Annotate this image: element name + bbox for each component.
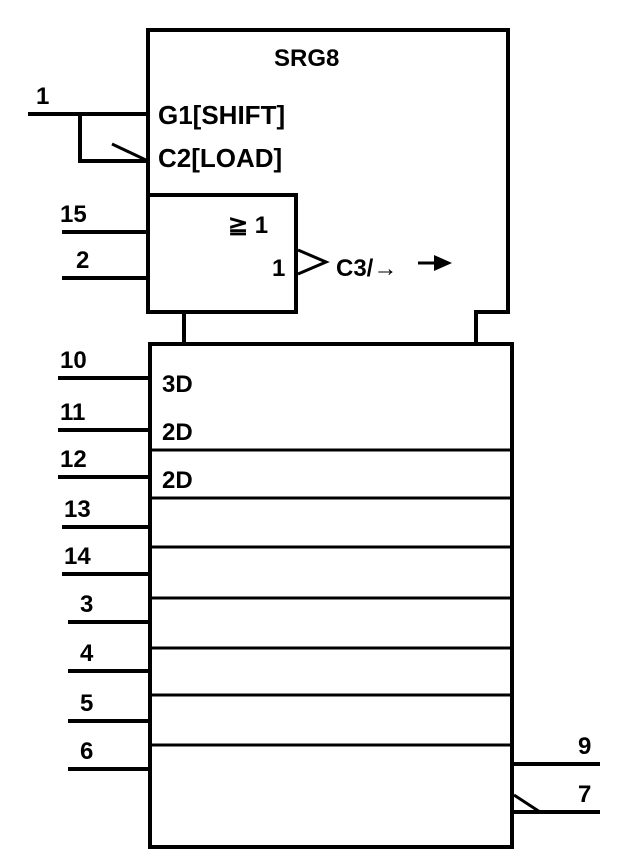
pin-4-number: 4 (80, 640, 94, 667)
or-output-dynamic-triangle (297, 248, 330, 276)
or-gate-box (146, 193, 298, 314)
pin-7-number: 7 (578, 781, 591, 808)
pin-1-number: 1 (36, 83, 49, 110)
pin-12-number: 12 (60, 446, 87, 473)
pin-14-number: 14 (64, 543, 91, 570)
control-block-outline (146, 28, 510, 346)
symbol-title: SRG8 (274, 45, 339, 72)
pin-5-number: 5 (80, 690, 93, 717)
cell-3-label: 2D (162, 467, 193, 494)
or-gate-symbol: ≧ 1 (228, 212, 268, 239)
cell-2-label: 2D (162, 419, 193, 446)
pin-13-number: 13 (64, 496, 91, 523)
c2-load-label: C2[LOAD] (158, 143, 282, 173)
cell-1-label: 3D (162, 371, 193, 398)
pin-1-branch-wire (78, 114, 148, 163)
q-bar-negation-indicator (513, 793, 541, 814)
pin-15-number: 15 (60, 201, 87, 228)
storage-block-outline (148, 342, 514, 849)
pin-9-number: 9 (578, 733, 591, 760)
c3-label: C3/→ (336, 255, 397, 282)
c2-negation-indicator (111, 142, 149, 163)
pin-6-number: 6 (80, 738, 93, 765)
c3-shift-arrow-head (434, 255, 452, 271)
or-output-mark: 1 (272, 255, 285, 282)
g1-shift-label: G1[SHIFT] (158, 100, 285, 130)
pin-3-number: 3 (80, 591, 93, 618)
pin-2-number: 2 (76, 247, 89, 274)
pin-11-number: 11 (60, 399, 85, 426)
pin-10-number: 10 (60, 347, 87, 374)
